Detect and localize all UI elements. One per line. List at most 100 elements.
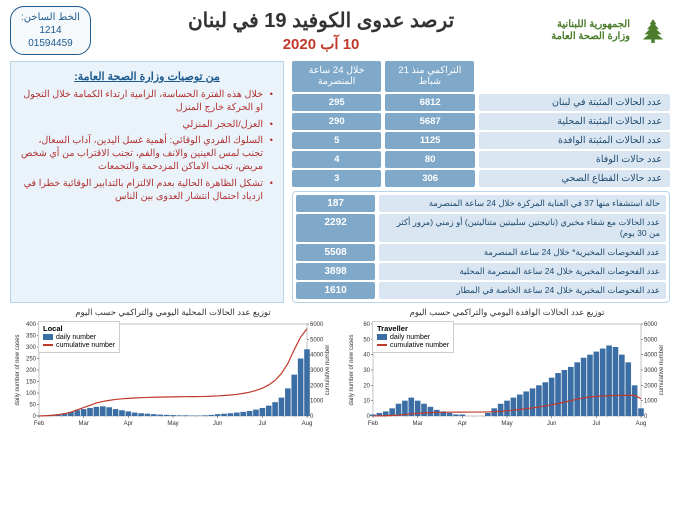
svg-text:Jul: Jul	[258, 421, 266, 427]
wide-stat-row: عدد الفحوصات المخبرية* خلال 24 ساعة المن…	[296, 244, 666, 261]
reco-item: العزل/الحجر المنزلي	[21, 119, 273, 132]
svg-text:3000: 3000	[644, 368, 658, 374]
ministry-logo-block: الجمهورية اللبنانية وزارة الصحة العامة	[551, 17, 670, 45]
local-legend: Local daily number cumulative number	[38, 321, 120, 353]
stat-cumulative: 80	[385, 151, 474, 168]
stat-row: عدد حالات القطاع الصحي 306 3	[292, 170, 670, 187]
svg-text:0: 0	[367, 414, 371, 420]
svg-text:Feb: Feb	[34, 421, 45, 427]
ministry-line1: الجمهورية اللبنانية	[551, 19, 630, 31]
svg-text:Apr: Apr	[124, 421, 133, 427]
svg-text:Mar: Mar	[412, 421, 422, 427]
wide-stat-row: عدد الحالات مع شفاء مخبري (ناتيجتين سلبي…	[296, 214, 666, 242]
wide-stat-value: 5508	[296, 244, 375, 261]
svg-text:5000: 5000	[644, 337, 658, 343]
stat-label: عدد حالات القطاع الصحي	[479, 170, 670, 187]
svg-text:cumulative number: cumulative number	[659, 344, 665, 395]
stat-24h: 4	[292, 151, 381, 168]
svg-text:Mar: Mar	[78, 421, 88, 427]
hotline-number-2: 01594459	[21, 37, 80, 50]
reco-item: تشكل الظاهرة الحالية بعدم الالتزام بالتد…	[21, 178, 273, 204]
stat-cumulative: 306	[385, 170, 474, 187]
svg-text:30: 30	[363, 368, 370, 374]
reco-item: خلال هذه الفترة الحساسة، الزامية ارتداء …	[21, 89, 273, 115]
stat-label: عدد الحالات المثبتة المحلية	[479, 113, 670, 130]
svg-text:350: 350	[26, 333, 37, 339]
svg-text:20: 20	[363, 383, 370, 389]
reco-title: من توصيات وزارة الصحة العامة:	[21, 70, 273, 83]
svg-text:cumulative number: cumulative number	[325, 344, 331, 395]
wide-stat-label: عدد الحالات مع شفاء مخبري (ناتيجتين سلبي…	[379, 214, 666, 242]
svg-text:10: 10	[363, 398, 370, 404]
hotline-label: الخط الساخن:	[21, 11, 80, 24]
svg-text:Apr: Apr	[458, 421, 467, 427]
reco-item: السلوك الفردي الوقائي: أهمية غسل اليدين،…	[21, 135, 273, 173]
statistics-column: التراكمي منذ 21 شباط خلال 24 ساعة المنصر…	[292, 61, 670, 303]
svg-text:200: 200	[26, 368, 37, 374]
svg-text:Aug: Aug	[636, 421, 647, 427]
wide-stat-label: حالة استشفاء منها 37 في العناية المركزة …	[379, 195, 666, 212]
header-last24: خلال 24 ساعة المنصرمة	[292, 61, 381, 92]
svg-text:Jun: Jun	[213, 421, 223, 427]
local-chart-title: توزيع عدد الحالات المحلية اليومي والتراك…	[10, 307, 336, 318]
secondary-stats-block: حالة استشفاء منها 37 في العناية المركزة …	[292, 191, 670, 303]
svg-text:Jul: Jul	[592, 421, 600, 427]
stat-cumulative: 6812	[385, 94, 474, 111]
svg-text:100: 100	[26, 391, 37, 397]
stat-24h: 290	[292, 113, 381, 130]
svg-text:1000: 1000	[644, 398, 658, 404]
svg-text:3000: 3000	[310, 368, 324, 374]
svg-text:May: May	[501, 421, 512, 427]
stat-24h: 295	[292, 94, 381, 111]
stat-row: عدد الحالات المثبتة في لبنان 6812 295	[292, 94, 670, 111]
report-date: 10 آب 2020	[91, 35, 551, 53]
svg-text:2000: 2000	[644, 383, 658, 389]
svg-text:2000: 2000	[310, 383, 324, 389]
svg-text:0: 0	[33, 414, 37, 420]
wide-stat-value: 3898	[296, 263, 375, 280]
svg-text:4000: 4000	[644, 352, 658, 358]
wide-stat-value: 187	[296, 195, 375, 212]
stat-row: عدد الحالات المثبتة الوافدة 1125 5	[292, 132, 670, 149]
svg-text:Jun: Jun	[547, 421, 557, 427]
svg-text:400: 400	[26, 322, 37, 328]
header-cumulative: التراكمي منذ 21 شباط	[385, 61, 474, 92]
hotline-number-1: 1214	[21, 24, 80, 37]
svg-text:0: 0	[310, 414, 314, 420]
stat-cumulative: 5687	[385, 113, 474, 130]
hotline-box: الخط الساخن: 1214 01594459	[10, 6, 91, 55]
svg-text:6000: 6000	[310, 322, 324, 328]
svg-text:Feb: Feb	[368, 421, 379, 427]
stat-cumulative: 1125	[385, 132, 474, 149]
stat-row: عدد حالات الوفاة 80 4	[292, 151, 670, 168]
stat-label: عدد الحالات المثبتة الوافدة	[479, 132, 670, 149]
recommendations-panel: من توصيات وزارة الصحة العامة: خلال هذه ا…	[10, 61, 284, 303]
wide-stat-value: 1610	[296, 282, 375, 299]
stat-24h: 3	[292, 170, 381, 187]
svg-text:40: 40	[363, 352, 370, 358]
svg-text:daily number of new cases: daily number of new cases	[15, 334, 21, 405]
traveller-legend: Traveller daily number cumulative number	[372, 321, 454, 353]
stat-label: عدد حالات الوفاة	[479, 151, 670, 168]
page-title: ترصد عدوى الكوفيد 19 في لبنان	[91, 8, 551, 33]
svg-text:daily number of new cases: daily number of new cases	[349, 334, 355, 405]
cedar-logo-icon	[636, 17, 670, 45]
svg-text:300: 300	[26, 345, 37, 351]
stat-24h: 5	[292, 132, 381, 149]
svg-text:5000: 5000	[310, 337, 324, 343]
wide-stat-label: عدد الفحوصات المخبرية خلال 24 ساعة الخاص…	[379, 282, 666, 299]
svg-text:1000: 1000	[310, 398, 324, 404]
svg-text:May: May	[167, 421, 178, 427]
wide-stat-label: عدد الفحوصات المخبرية خلال 24 ساعة المنص…	[379, 263, 666, 280]
stat-label: عدد الحالات المثبتة في لبنان	[479, 94, 670, 111]
svg-text:0: 0	[644, 414, 648, 420]
wide-stat-row: حالة استشفاء منها 37 في العناية المركزة …	[296, 195, 666, 212]
svg-text:4000: 4000	[310, 352, 324, 358]
wide-stat-row: عدد الفحوصات المخبرية خلال 24 ساعة المنص…	[296, 263, 666, 280]
svg-text:50: 50	[363, 337, 370, 343]
traveller-chart: توزيع عدد الحالات الوافدة اليومي والتراك…	[344, 307, 670, 435]
stat-row: عدد الحالات المثبتة المحلية 5687 290	[292, 113, 670, 130]
svg-text:6000: 6000	[644, 322, 658, 328]
svg-text:50: 50	[29, 402, 36, 408]
ministry-line2: وزارة الصحة العامة	[551, 31, 630, 43]
